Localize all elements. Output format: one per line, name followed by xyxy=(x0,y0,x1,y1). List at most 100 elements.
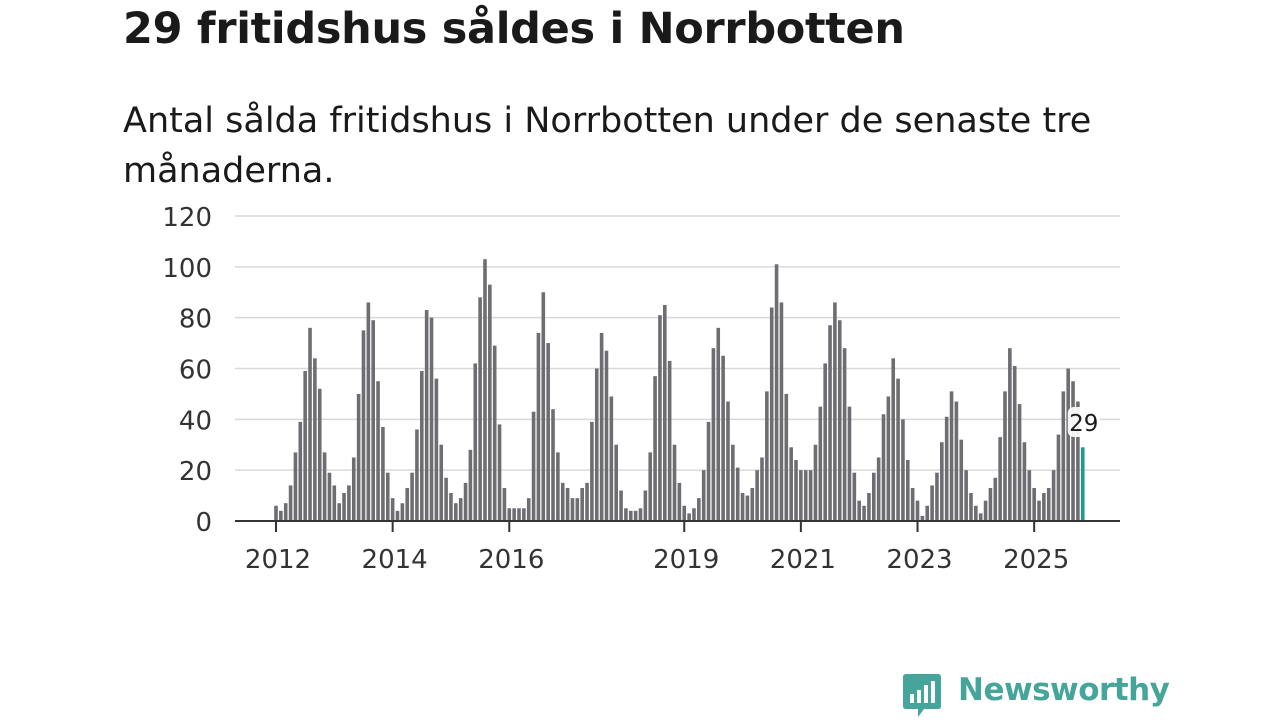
bar xyxy=(740,493,745,521)
bar xyxy=(1037,500,1041,521)
bar xyxy=(599,332,604,521)
chart-title: 29 fritidshus såldes i Norrbotten xyxy=(123,4,905,54)
bar xyxy=(619,490,623,521)
newsworthy-logo: Newsworthy xyxy=(902,672,1170,718)
bar xyxy=(395,510,400,521)
bar xyxy=(852,472,857,521)
x-tick-label: 2025 xyxy=(1003,545,1069,575)
bar xyxy=(361,330,366,522)
x-tick-label: 2014 xyxy=(362,545,428,575)
bar xyxy=(833,302,837,521)
bar xyxy=(1012,365,1017,521)
bar xyxy=(978,513,983,522)
gridlines xyxy=(235,215,1120,471)
bar xyxy=(706,421,711,522)
bar xyxy=(371,320,375,521)
bar xyxy=(283,503,288,521)
bar xyxy=(930,485,934,521)
newsworthy-chart-logo-icon xyxy=(903,674,941,717)
bar xyxy=(648,452,653,522)
bar xyxy=(1003,391,1007,522)
bar xyxy=(424,310,429,521)
bar xyxy=(356,393,361,521)
y-axis-tick-labels: 0 20 40 60 80 100 120 xyxy=(162,203,212,538)
bar xyxy=(614,444,618,521)
bar xyxy=(964,470,968,521)
bar xyxy=(871,472,876,521)
bar xyxy=(672,444,677,521)
bar xyxy=(308,327,312,521)
bar xyxy=(910,487,915,521)
bar xyxy=(444,477,448,521)
bar xyxy=(429,317,434,521)
bar xyxy=(1046,487,1051,521)
bar xyxy=(483,259,487,521)
x-tick-label: 2023 xyxy=(886,545,952,575)
bar xyxy=(492,345,497,522)
bar xyxy=(488,284,492,522)
bar xyxy=(988,487,993,521)
bar xyxy=(551,409,555,521)
annotations: 29 xyxy=(1067,407,1100,437)
bar xyxy=(565,487,570,521)
bar xyxy=(624,508,628,521)
bar xyxy=(901,419,905,521)
x-tick-label: 2021 xyxy=(770,545,836,575)
bar xyxy=(327,472,332,521)
bar xyxy=(449,493,453,521)
bar xyxy=(497,424,502,521)
bar xyxy=(867,493,871,521)
bar xyxy=(667,360,672,522)
bar xyxy=(920,515,925,521)
bar xyxy=(896,378,900,521)
bar xyxy=(541,292,546,521)
bar xyxy=(415,429,419,521)
bar xyxy=(585,482,589,522)
y-tick-label: 120 xyxy=(162,203,212,233)
last-value-label-bg xyxy=(1067,407,1100,437)
bar xyxy=(847,406,852,522)
bar xyxy=(726,401,730,521)
bar xyxy=(765,391,769,522)
bar xyxy=(687,513,691,522)
bar xyxy=(531,411,536,521)
bar xyxy=(794,460,798,521)
bar xyxy=(317,388,322,521)
bar xyxy=(1022,442,1027,521)
x-tick-label: 2016 xyxy=(478,545,544,575)
bar xyxy=(590,421,594,522)
x-tick-label: 2012 xyxy=(245,545,311,575)
bar xyxy=(522,508,526,521)
y-tick-label: 100 xyxy=(162,254,212,284)
bar xyxy=(594,368,599,521)
last-value-label: 29 xyxy=(1069,411,1098,437)
bar-highlighted xyxy=(1080,447,1085,521)
bar xyxy=(512,508,516,521)
bar xyxy=(993,477,998,521)
bar xyxy=(803,470,808,521)
bar xyxy=(526,498,531,522)
bar xyxy=(799,470,803,521)
bar xyxy=(458,498,463,522)
bar xyxy=(876,457,881,521)
bar xyxy=(735,467,740,522)
bar xyxy=(468,449,473,521)
bar xyxy=(405,487,410,521)
bar xyxy=(959,439,964,521)
bar xyxy=(677,482,682,522)
bar xyxy=(954,401,959,521)
bar xyxy=(439,444,444,521)
bar xyxy=(697,498,701,522)
bar xyxy=(1051,470,1056,521)
bar xyxy=(881,414,886,521)
bar xyxy=(925,505,930,521)
bar xyxy=(390,498,395,522)
bar xyxy=(628,510,633,521)
bar xyxy=(643,490,648,521)
bar xyxy=(1008,348,1012,521)
bar xyxy=(658,315,662,522)
bar xyxy=(779,302,784,521)
bar xyxy=(638,508,643,521)
bar xyxy=(663,304,667,521)
bar xyxy=(1032,487,1036,521)
